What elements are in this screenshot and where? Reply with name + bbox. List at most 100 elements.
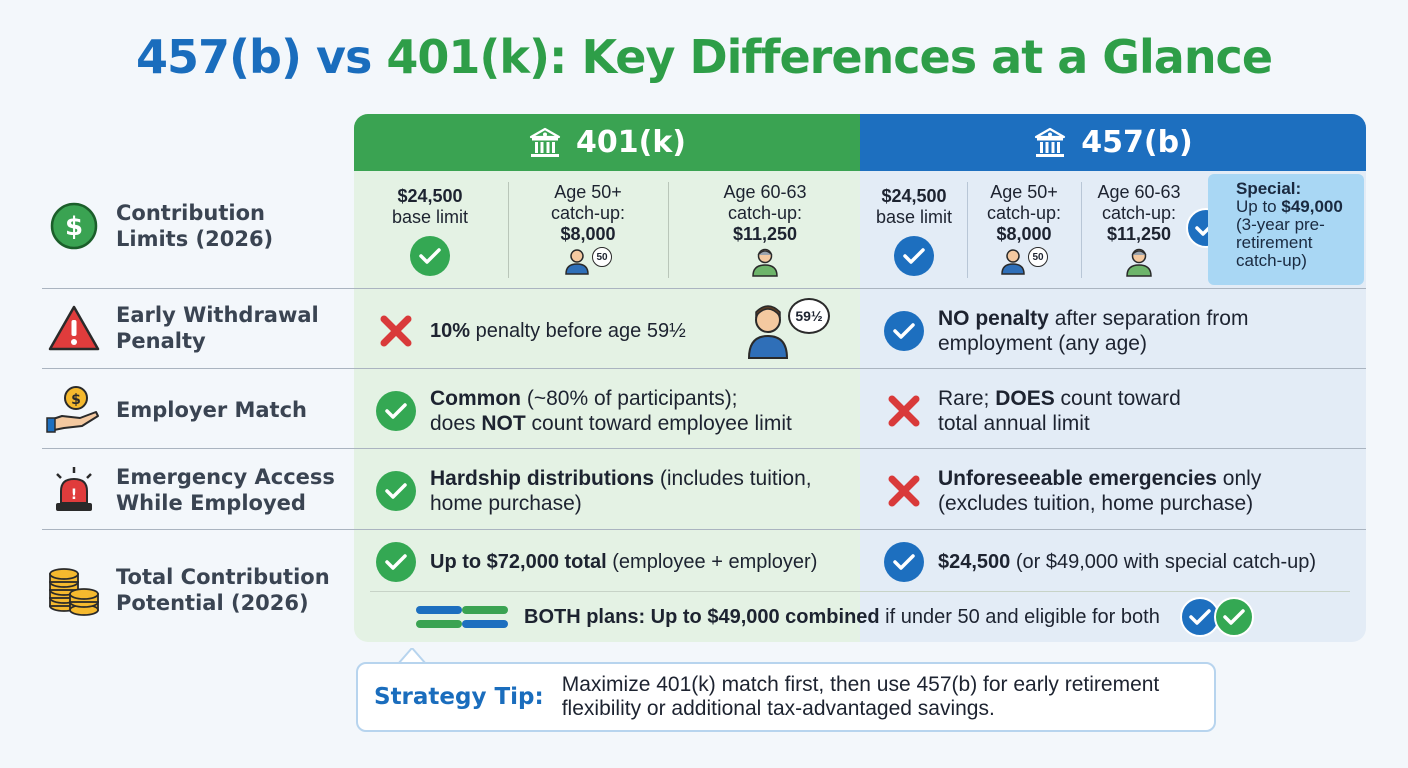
sub-separator — [668, 182, 669, 278]
row-label-total: Total Contribution Potential (2026) — [46, 562, 330, 618]
match-457b: Rare; DOES count toward total annual lim… — [884, 384, 1354, 438]
sub-separator — [967, 182, 968, 278]
tip-line: Maximize 401(k) match first, then use 45… — [561, 673, 1160, 696]
age-speech-bubble: 59½ — [788, 298, 830, 334]
person-icon — [747, 305, 789, 359]
label-line: Potential (2026) — [116, 591, 309, 615]
special-catchup-box: Special: Up to $49,000 (3-year pre-retir… — [1208, 174, 1364, 285]
person-icon — [1126, 248, 1152, 277]
contribution-457b-base: $24,500 base limit — [868, 186, 960, 276]
row-label-contribution: $ Contribution Limits (2026) — [46, 198, 273, 254]
emergency-457b-rest: only (excludes tuition, home purchase) — [938, 467, 1262, 515]
match-401k: Common (~80% of participants); does NOT … — [376, 384, 846, 438]
label-line: Emergency Access — [116, 465, 335, 489]
person-icon — [565, 249, 589, 275]
bank-icon — [1035, 127, 1066, 157]
special-title: Special: — [1236, 179, 1302, 198]
x-icon — [888, 475, 920, 507]
contribution-401k-age50: Age 50+ catch-up: $8,000 50 — [520, 182, 656, 275]
match-401k-pre: does — [430, 412, 482, 435]
row-label-emergency: ! Emergency Access While Employed — [46, 462, 335, 518]
age50-line: Age 50+ — [990, 182, 1058, 202]
age60-value: $11,250 — [1106, 224, 1172, 244]
row-divider — [42, 448, 1366, 449]
age50-line: catch-up: — [550, 203, 626, 223]
warning-icon — [48, 305, 100, 351]
special-value: $49,000 — [1281, 197, 1343, 216]
svg-text:!: ! — [71, 487, 77, 503]
age60-line: Age 60-63 — [723, 182, 807, 202]
check-icon — [410, 236, 450, 276]
base-text: base limit — [391, 207, 469, 227]
tip-label: Strategy Tip: — [374, 684, 544, 710]
age50-value: $8,000 — [560, 224, 616, 244]
dollar-icon: $ — [50, 202, 98, 250]
contribution-401k-base: $24,500 base limit — [370, 186, 490, 276]
withdrawal-457b: NO penalty after separation from employm… — [884, 304, 1354, 358]
age50-line: catch-up: — [986, 203, 1062, 223]
match-401k-bold: Common — [430, 387, 521, 410]
emergency-401k-rest: (includes tuition, home purchase) — [430, 467, 812, 515]
emergency-457b-bold: Unforeseeable emergencies — [938, 467, 1217, 490]
age-badge: 50 — [592, 247, 612, 267]
row-label-withdrawal: Early Withdrawal Penalty — [46, 300, 319, 356]
special-pre: Up to — [1236, 197, 1282, 216]
both-rest: if under 50 and eligible for both — [879, 605, 1160, 628]
person-icon — [1001, 249, 1025, 275]
label-line: Contribution — [116, 201, 265, 225]
base-value: $24,500 — [397, 186, 463, 206]
contribution-401k-age60: Age 60-63 catch-up: $11,250 — [680, 182, 850, 277]
contribution-457b-age60: Age 60-63 catch-up: $11,250 — [1086, 182, 1192, 277]
check-icon — [884, 311, 924, 351]
column-title-401k: 401(k) — [576, 125, 686, 160]
tip-line: flexibility or additional tax-advantaged… — [561, 697, 995, 720]
both-plans-note: BOTH plans: Up to $49,000 combined if un… — [370, 592, 1350, 642]
match-401k-bold2: NOT — [481, 412, 526, 435]
hand-coin-icon: $ — [46, 386, 99, 433]
coin-stack-icon — [49, 568, 99, 616]
bank-icon — [529, 127, 561, 157]
label-line: While Employed — [116, 491, 306, 515]
withdrawal-457b-rest: after separation from employment (any ag… — [938, 307, 1249, 355]
title-vs: vs — [300, 30, 387, 84]
sub-separator — [508, 182, 509, 278]
strategy-tip: Strategy Tip: Maximize 401(k) match firs… — [356, 662, 1216, 732]
withdrawal-457b-bold: NO penalty — [938, 307, 1049, 330]
row-label-match: $ Employer Match — [46, 382, 307, 438]
column-title-457b: 457(b) — [1081, 125, 1193, 160]
check-icon — [376, 391, 416, 431]
contribution-457b-age50: Age 50+ catch-up: $8,000 50 — [974, 182, 1074, 275]
age60-value: $11,250 — [732, 224, 798, 244]
total-401k-rest: (employee + employer) — [606, 550, 818, 573]
both-divider — [370, 591, 1350, 592]
check-icon — [894, 236, 934, 276]
tip-pointer — [398, 648, 426, 664]
match-457b-pre: Rare; — [938, 387, 996, 410]
match-401k-rest2: count toward employee limit — [525, 412, 792, 435]
check-icon — [1213, 597, 1254, 637]
x-icon — [888, 395, 920, 427]
withdrawal-401k-rest: penalty before age 59½ — [470, 319, 686, 342]
total-457b-bold: $24,500 — [938, 550, 1011, 573]
row-divider — [42, 288, 1366, 289]
title-rest: 401(k): Key Differences at a Glance — [386, 30, 1273, 84]
label-line: Limits (2026) — [116, 227, 274, 251]
row-divider — [42, 368, 1366, 369]
base-text: base limit — [875, 207, 953, 227]
page-title: 457(b) vs 401(k): Key Differences at a G… — [0, 30, 1408, 84]
check-icon — [376, 542, 416, 582]
age60-line: catch-up: — [727, 203, 803, 223]
age50-line: Age 50+ — [554, 182, 622, 202]
special-rest: (3-year pre-retirement catch-up) — [1236, 215, 1325, 270]
check-icon — [1179, 597, 1220, 637]
dual-bar-icon — [416, 606, 508, 628]
x-icon — [380, 315, 412, 347]
match-401k-rest: (~80% of participants); — [521, 387, 738, 410]
label-line: Penalty — [116, 329, 206, 353]
total-457b-rest: (or $49,000 with special catch-up) — [1010, 550, 1317, 573]
both-bold: BOTH plans: Up to $49,000 combined — [524, 605, 880, 628]
age60-line: Age 60-63 — [1097, 182, 1181, 202]
emergency-401k-bold: Hardship distributions — [430, 467, 655, 490]
total-401k-bold: Up to $72,000 total — [430, 550, 607, 573]
row-divider — [42, 529, 1366, 530]
